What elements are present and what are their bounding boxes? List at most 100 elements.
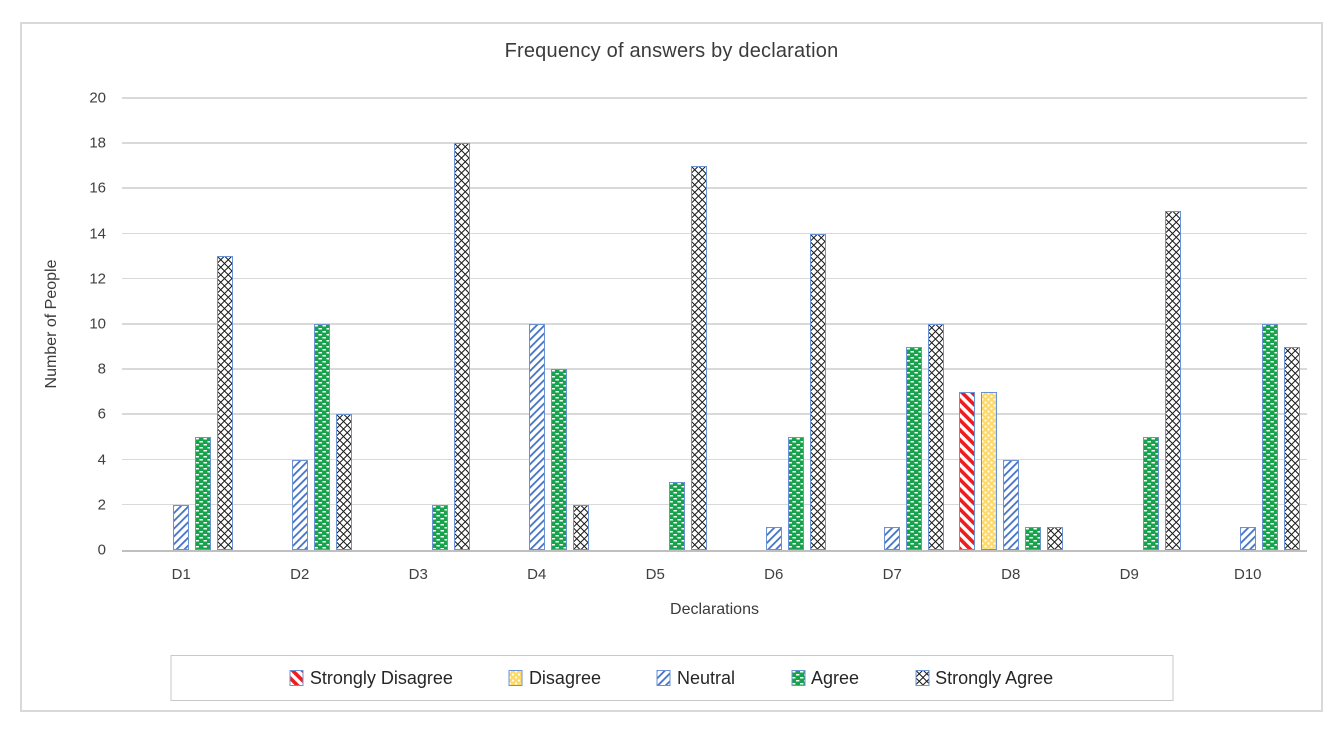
x-tick-label-d9: D9 — [1119, 566, 1139, 583]
bar-slot — [1283, 347, 1300, 550]
category-group-d8 — [952, 98, 1071, 550]
bar-neutral-d6[interactable] — [765, 527, 782, 550]
bar-neutral-d2[interactable] — [291, 460, 308, 550]
legend-item-disagree[interactable]: Disagree — [508, 667, 601, 689]
bar-slot — [173, 505, 190, 550]
legend-item-strongly-agree[interactable]: Strongly Agree — [915, 668, 1053, 689]
bar-slot — [980, 392, 997, 550]
bar-slot — [1239, 527, 1256, 550]
category-group-d7 — [833, 98, 952, 550]
category-group-d9 — [1070, 98, 1189, 550]
y-tick-label: 8 — [97, 360, 106, 378]
bar-strongly-agree-d3[interactable] — [454, 143, 471, 550]
chart-frame[interactable]: Frequency of answers by declaration Numb… — [20, 22, 1323, 712]
x-tick-label-d6: D6 — [764, 566, 784, 583]
gridline — [122, 187, 1307, 189]
bar-strongly-agree-d8[interactable] — [1046, 527, 1063, 550]
bar-agree-d3[interactable] — [432, 505, 449, 550]
legend-label: Disagree — [528, 667, 601, 688]
bar-agree-d10[interactable] — [1261, 324, 1278, 550]
bar-strongly-agree-d5[interactable] — [691, 166, 708, 550]
y-tick-label: 14 — [89, 225, 106, 243]
chart-title[interactable]: Frequency of answers by declaration — [504, 40, 839, 62]
bar-slot — [335, 414, 352, 550]
legend-label: Strongly Disagree — [309, 667, 453, 688]
bar-slot — [1024, 527, 1041, 550]
bar-slot — [195, 437, 212, 550]
category-group-d1 — [122, 98, 241, 550]
category-group-d5 — [596, 98, 715, 550]
bar-neutral-d8[interactable] — [1002, 460, 1019, 550]
x-tick-label-d8: D8 — [1001, 566, 1021, 583]
bar-slot — [928, 324, 945, 550]
bar-strongly-agree-d7[interactable] — [928, 324, 945, 550]
bar-agree-d9[interactable] — [1143, 437, 1160, 550]
bar-strongly-agree-d2[interactable] — [335, 414, 352, 550]
category-group-d3 — [359, 98, 478, 550]
gridline — [122, 368, 1307, 370]
plot-area[interactable] — [122, 97, 1308, 552]
legend-item-strongly-disagree[interactable]: Strongly Disagree — [289, 667, 453, 689]
bar-slot — [1046, 527, 1063, 550]
bar-slot — [454, 143, 471, 550]
bar-slot — [691, 166, 708, 550]
x-tick-label-d5: D5 — [645, 566, 665, 583]
bar-slot — [313, 324, 330, 550]
bar-agree-d6[interactable] — [787, 437, 804, 550]
x-axis-title[interactable]: Declarations — [670, 601, 759, 618]
category-group-d4 — [478, 98, 597, 550]
x-axis-ticks: D1 D2 D3 D4 D5 D6 D7 D8 D9 D10 — [122, 566, 1307, 583]
legend-swatch-disagree — [508, 670, 523, 686]
bar-slot — [765, 527, 782, 550]
gridline — [122, 142, 1307, 144]
gridline — [122, 277, 1307, 280]
legend-label: Neutral — [676, 667, 736, 688]
bar-slot — [572, 505, 589, 550]
legend-swatch-strongly-agree — [915, 670, 930, 686]
bar-strongly-agree-d10[interactable] — [1283, 347, 1300, 550]
bar-strongly-disagree-d8[interactable] — [958, 392, 975, 550]
bar-slot — [787, 437, 804, 550]
legend[interactable]: Strongly Disagree Disagree Neutral Agree Str… — [170, 655, 1173, 701]
legend-item-agree[interactable]: Agree — [791, 668, 859, 689]
y-tick-label: 12 — [89, 270, 106, 288]
bar-slot — [906, 347, 923, 550]
bar-slot — [1002, 460, 1019, 550]
bar-slot — [217, 256, 234, 550]
bar-agree-d1[interactable] — [195, 437, 212, 550]
bar-strongly-agree-d4[interactable] — [572, 505, 589, 550]
bar-strongly-agree-d9[interactable] — [1165, 211, 1182, 550]
legend-item-neutral[interactable]: Neutral — [656, 667, 736, 689]
bar-agree-d4[interactable] — [550, 369, 567, 550]
x-tick-label-d7: D7 — [882, 566, 902, 583]
bar-strongly-agree-d1[interactable] — [217, 256, 234, 550]
bar-agree-d8[interactable] — [1024, 527, 1041, 550]
gridline — [122, 97, 1307, 99]
legend-label: Agree — [811, 667, 860, 688]
bar-slot — [291, 460, 308, 550]
gridline — [122, 413, 1307, 415]
bar-slot — [1261, 324, 1278, 550]
bar-slot — [1143, 437, 1160, 550]
bar-slot — [958, 392, 975, 550]
bar-strongly-agree-d6[interactable] — [809, 234, 826, 550]
bar-agree-d5[interactable] — [669, 482, 686, 550]
bar-slot — [809, 234, 826, 550]
bar-agree-d2[interactable] — [313, 324, 330, 550]
bar-neutral-d10[interactable] — [1239, 527, 1256, 550]
bar-slot — [669, 482, 686, 550]
y-tick-label: 18 — [89, 134, 106, 152]
x-tick-label-d2: D2 — [290, 566, 310, 583]
bar-neutral-d7[interactable] — [884, 527, 901, 550]
category-group-d2 — [241, 98, 360, 550]
legend-swatch-strongly-disagree — [289, 670, 304, 686]
bar-disagree-d8[interactable] — [980, 392, 997, 550]
y-tick-label: 20 — [89, 89, 106, 107]
bar-slot — [550, 369, 567, 550]
bar-agree-d7[interactable] — [906, 347, 923, 550]
bar-slot — [432, 505, 449, 550]
bar-neutral-d1[interactable] — [173, 505, 190, 550]
bar-neutral-d4[interactable] — [528, 324, 545, 550]
category-group-d10 — [1189, 98, 1308, 550]
gridline — [122, 458, 1307, 461]
